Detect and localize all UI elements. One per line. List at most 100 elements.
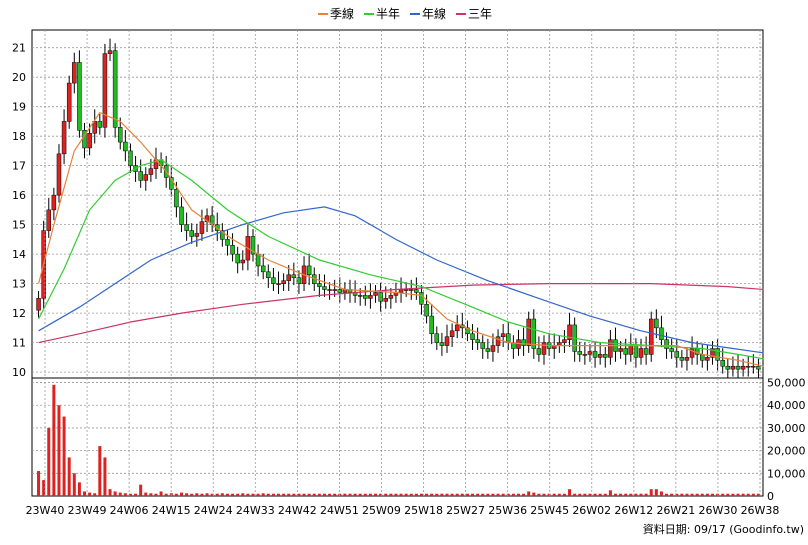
volume-bar bbox=[108, 489, 112, 496]
volume-bar bbox=[440, 493, 444, 496]
volume-bar bbox=[736, 493, 740, 496]
volume-bar bbox=[236, 493, 240, 496]
volume-bar bbox=[695, 493, 699, 496]
volume-bar bbox=[435, 493, 439, 496]
candle-body bbox=[36, 298, 41, 311]
volume-bar bbox=[741, 493, 745, 496]
volume-bar bbox=[312, 493, 316, 496]
volume-bar bbox=[389, 493, 393, 496]
candle-body bbox=[429, 315, 434, 335]
candle-body bbox=[383, 298, 388, 302]
price-tick-label: 12 bbox=[12, 307, 26, 320]
volume-bar bbox=[608, 490, 612, 496]
candle-body bbox=[199, 221, 205, 234]
volume-bar bbox=[445, 493, 449, 496]
candle-body bbox=[434, 333, 440, 343]
candle-body bbox=[332, 289, 337, 291]
volume-bar bbox=[619, 493, 623, 496]
x-tick-label: 26W21 bbox=[656, 504, 695, 517]
volume-bar bbox=[414, 493, 418, 496]
candle-body bbox=[597, 354, 603, 358]
volume-bar bbox=[282, 493, 286, 496]
candle-body bbox=[230, 245, 235, 255]
volume-bar bbox=[751, 493, 755, 496]
candle-body bbox=[495, 336, 501, 346]
candle-body bbox=[276, 283, 281, 285]
volume-bar bbox=[624, 493, 628, 496]
volume-tick-label: 0 bbox=[767, 490, 774, 503]
candle-body bbox=[271, 277, 276, 284]
volume-bar bbox=[287, 493, 291, 496]
volume-bar bbox=[246, 493, 250, 496]
candle-body bbox=[414, 289, 419, 293]
ma-3year-line bbox=[38, 283, 764, 344]
x-tick-label: 26W38 bbox=[741, 504, 780, 517]
volume-bar bbox=[430, 493, 434, 496]
candle-body bbox=[72, 62, 77, 84]
volume-bar bbox=[491, 493, 495, 496]
candle-body bbox=[500, 333, 506, 337]
candle-body bbox=[174, 189, 179, 208]
candle-body bbox=[664, 339, 669, 349]
x-tick-label: 24W42 bbox=[278, 504, 317, 517]
volume-bar bbox=[98, 446, 102, 496]
candle-body bbox=[260, 265, 266, 273]
candle-body bbox=[740, 365, 746, 370]
price-panel: 21 20 19 18 17 16 15 14 13 12 11 10 bbox=[12, 29, 764, 380]
volume-panel: 50,000 40,000 30,000 20,000 10,000 0 bbox=[31, 377, 806, 503]
candle-body bbox=[720, 360, 725, 367]
volume-bar bbox=[598, 493, 602, 496]
x-tick-label: 25W18 bbox=[404, 504, 443, 517]
candle-body bbox=[705, 357, 710, 361]
volume-bar bbox=[588, 493, 592, 496]
price-tick-label: 15 bbox=[12, 219, 26, 232]
candle-body bbox=[587, 351, 593, 355]
price-tick-label: 14 bbox=[12, 248, 26, 261]
candle-body bbox=[730, 365, 736, 370]
volume-bar bbox=[409, 493, 413, 496]
volume-bar bbox=[532, 492, 536, 496]
volume-bar bbox=[118, 492, 122, 496]
volume-bar bbox=[522, 493, 526, 496]
candle-body bbox=[388, 295, 394, 299]
volume-bar bbox=[665, 493, 669, 496]
volume-bar bbox=[583, 493, 587, 496]
price-tick-label: 18 bbox=[12, 130, 26, 143]
volume-bar bbox=[659, 491, 663, 496]
volume-bar bbox=[486, 493, 490, 496]
volume-bar bbox=[195, 493, 199, 496]
candle-body bbox=[327, 289, 332, 291]
candle-body bbox=[643, 348, 649, 355]
volume-bar bbox=[83, 491, 87, 496]
candle-body bbox=[306, 265, 312, 276]
volume-bar bbox=[690, 493, 694, 496]
candle-body bbox=[291, 274, 297, 278]
candle-body bbox=[562, 339, 567, 343]
volume-bar bbox=[644, 493, 648, 496]
candle-body bbox=[286, 274, 291, 281]
volume-tick-label: 50,000 bbox=[767, 377, 806, 390]
volume-bar bbox=[675, 493, 679, 496]
volume-bar bbox=[190, 493, 194, 496]
volume-bar bbox=[37, 471, 41, 496]
source-label: 資料日期: 09/17 (Goodinfo.tw) bbox=[643, 522, 804, 536]
volume-bar bbox=[399, 493, 403, 496]
price-tick-label: 17 bbox=[12, 160, 26, 173]
candle-body bbox=[536, 348, 542, 355]
volume-bar bbox=[52, 384, 56, 496]
candle-body bbox=[123, 141, 128, 152]
volume-bar bbox=[721, 493, 725, 496]
candle-body bbox=[618, 348, 623, 352]
ma-year-line bbox=[38, 206, 764, 354]
candle-body bbox=[296, 277, 302, 284]
price-tick-label: 16 bbox=[12, 189, 26, 202]
candle-body bbox=[470, 333, 475, 340]
volume-tick-label: 40,000 bbox=[767, 399, 806, 412]
candle-body bbox=[567, 324, 572, 340]
candle-body bbox=[449, 330, 455, 337]
candle-body bbox=[541, 342, 547, 355]
legend-label: 三年 bbox=[468, 7, 492, 21]
volume-bar bbox=[307, 493, 311, 496]
volume-bar bbox=[251, 493, 255, 496]
candle-body bbox=[112, 50, 118, 128]
